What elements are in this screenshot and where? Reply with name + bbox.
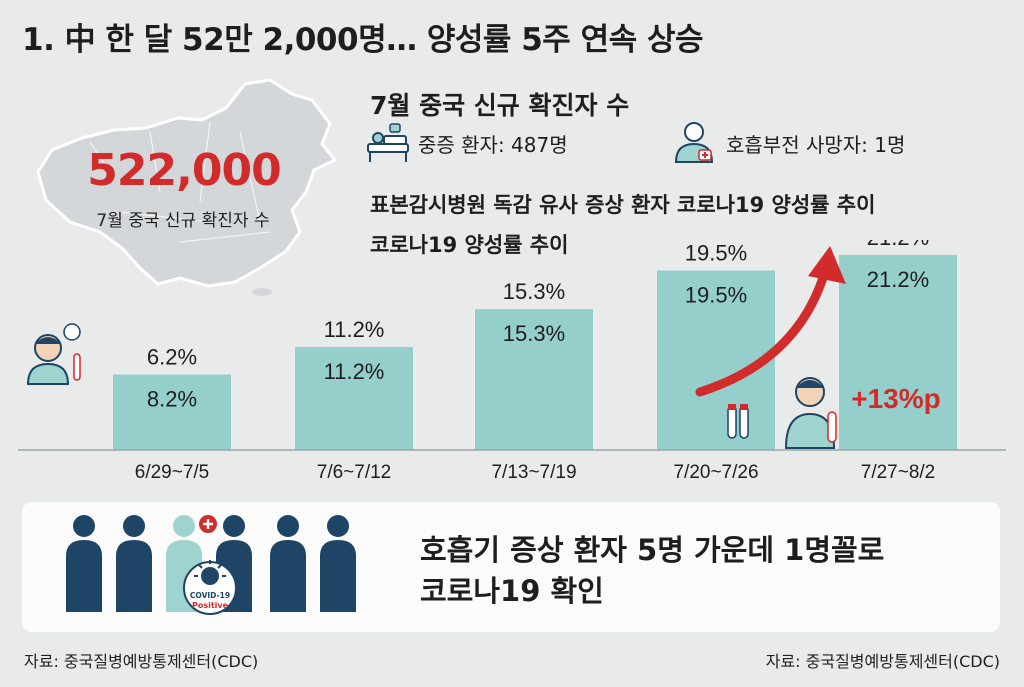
- source-right: 자료: 중국질병예방통제센터(CDC): [765, 652, 1000, 671]
- severe-patients-text: 중증 환자: 487명: [418, 133, 568, 157]
- bar-1: [113, 374, 231, 450]
- person-figure-5: [270, 515, 306, 612]
- category-label-5: 7/27~8/2: [861, 462, 936, 483]
- bottom-headline-line2: 코로나19 확인: [420, 574, 604, 608]
- sick-person-icon: [784, 377, 837, 449]
- category-label-4: 7/20~7/26: [673, 462, 758, 483]
- person-figure-2: [116, 515, 152, 612]
- test-tubes-icon: [727, 404, 749, 439]
- monthly-cases-caption: 7월 중국 신규 확진자 수: [96, 211, 270, 231]
- stats-heading: 7월 중국 신규 확진자 수: [370, 91, 630, 120]
- china-map: [36, 78, 338, 296]
- doctor-icon: [674, 122, 714, 163]
- bar-5: [839, 254, 957, 450]
- bar-label-top-3: 15.3%: [503, 279, 565, 304]
- bar-4: [657, 270, 775, 450]
- trend-arrowhead: [808, 246, 846, 284]
- bar-label-inside-5: 21.2%: [867, 267, 929, 292]
- bar-3: [475, 309, 593, 450]
- bar-label-top-4: 19.5%: [685, 241, 747, 266]
- chart-title: 표본감시병원 독감 유사 증상 환자 코로나19 양성률 추이: [370, 193, 876, 217]
- separator-dot: [271, 569, 277, 575]
- category-label-2: 7/6~7/12: [317, 462, 392, 483]
- bar-2: [295, 346, 413, 450]
- hospital-bed-icon: [367, 123, 409, 162]
- bar-label-inside-2: 11.2%: [324, 359, 385, 384]
- monthly-cases-value: 522,000: [87, 145, 281, 196]
- people-group-icon: COVID-19 Positive: [66, 515, 356, 615]
- respiratory-deaths-text: 호흡부전 사망자: 1명: [726, 133, 906, 157]
- person-figure-1: [66, 515, 102, 612]
- source-left: 자료: 중국질병예방통제센터(CDC): [24, 652, 259, 671]
- bar-label-top-1: 6.2%: [147, 345, 197, 370]
- chart-subtitle: 코로나19 양성률 추이: [370, 233, 569, 257]
- page-title: 1. 中 한 달 52만 2,000명… 양성률 5주 연속 상승: [22, 22, 703, 58]
- bar-label-top-5: 21.2%: [867, 240, 929, 250]
- medical-cross-icon: [199, 515, 217, 533]
- coughing-person-icon: [26, 323, 81, 385]
- bar-label-top-2: 11.2%: [324, 317, 385, 342]
- increase-annotation: +13%p: [851, 383, 941, 414]
- badge-label: COVID-19: [190, 591, 230, 600]
- bar-label-inside-1: 8.2%: [147, 387, 197, 412]
- bar-label-inside-4: 19.5%: [685, 283, 747, 308]
- positivity-bar-chart: 6.2% 8.2% 6/29~7/5 11.2% 11.2% 7/6~7/12 15.3% 1…: [18, 240, 1006, 483]
- person-figure-6: [320, 515, 356, 612]
- category-label-3: 7/13~7/19: [491, 462, 576, 483]
- trend-arrow: [695, 263, 831, 397]
- bottom-headline-line1: 호흡기 증상 환자 5명 가운데 1명꼴로: [420, 533, 885, 567]
- badge-status: Positive: [192, 601, 229, 610]
- covid-positive-badge: COVID-19 Positive: [183, 560, 237, 615]
- category-label-1: 6/29~7/5: [135, 462, 210, 483]
- bar-label-inside-3: 15.3%: [503, 321, 565, 346]
